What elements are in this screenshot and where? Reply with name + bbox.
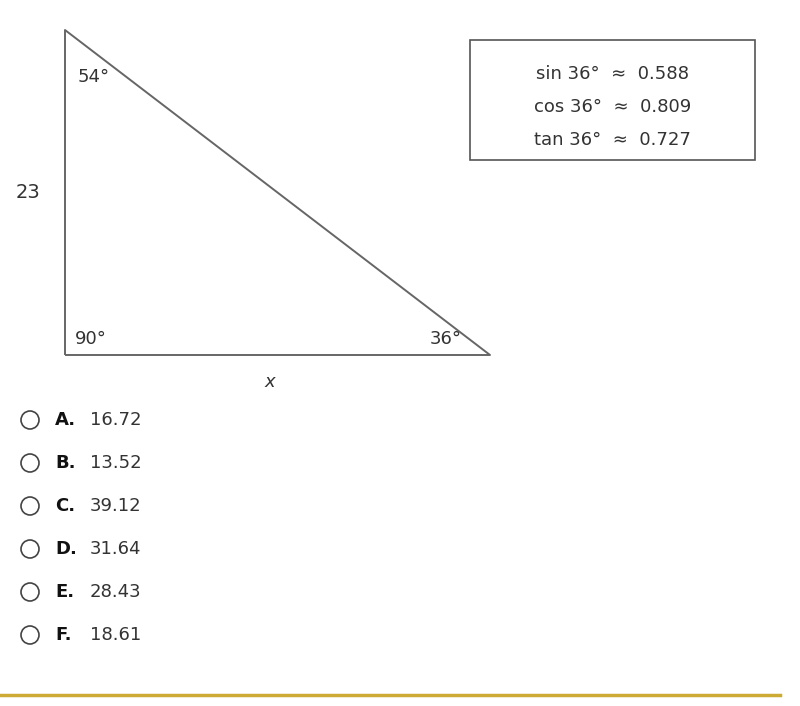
Text: 39.12: 39.12 <box>90 497 142 515</box>
Text: tan 36°  ≈  0.727: tan 36° ≈ 0.727 <box>534 131 691 149</box>
Text: 36°: 36° <box>430 330 462 348</box>
Text: B.: B. <box>55 454 75 472</box>
Text: 90°: 90° <box>75 330 107 348</box>
Text: 31.64: 31.64 <box>90 540 142 558</box>
Circle shape <box>21 583 39 601</box>
Circle shape <box>21 626 39 644</box>
Text: sin 36°  ≈  0.588: sin 36° ≈ 0.588 <box>536 65 689 83</box>
Circle shape <box>21 454 39 472</box>
Text: x: x <box>265 373 275 391</box>
Text: E.: E. <box>55 583 74 601</box>
Text: 13.52: 13.52 <box>90 454 142 472</box>
Circle shape <box>21 497 39 515</box>
Circle shape <box>21 411 39 429</box>
Text: 28.43: 28.43 <box>90 583 142 601</box>
Text: A.: A. <box>55 411 76 429</box>
Text: D.: D. <box>55 540 77 558</box>
Text: 18.61: 18.61 <box>90 626 142 644</box>
Text: 23: 23 <box>16 184 40 203</box>
Circle shape <box>21 540 39 558</box>
Text: C.: C. <box>55 497 75 515</box>
Text: cos 36°  ≈  0.809: cos 36° ≈ 0.809 <box>534 98 691 116</box>
Text: F.: F. <box>55 626 71 644</box>
Bar <box>470 40 755 160</box>
Text: 54°: 54° <box>78 68 110 86</box>
Text: 16.72: 16.72 <box>90 411 142 429</box>
